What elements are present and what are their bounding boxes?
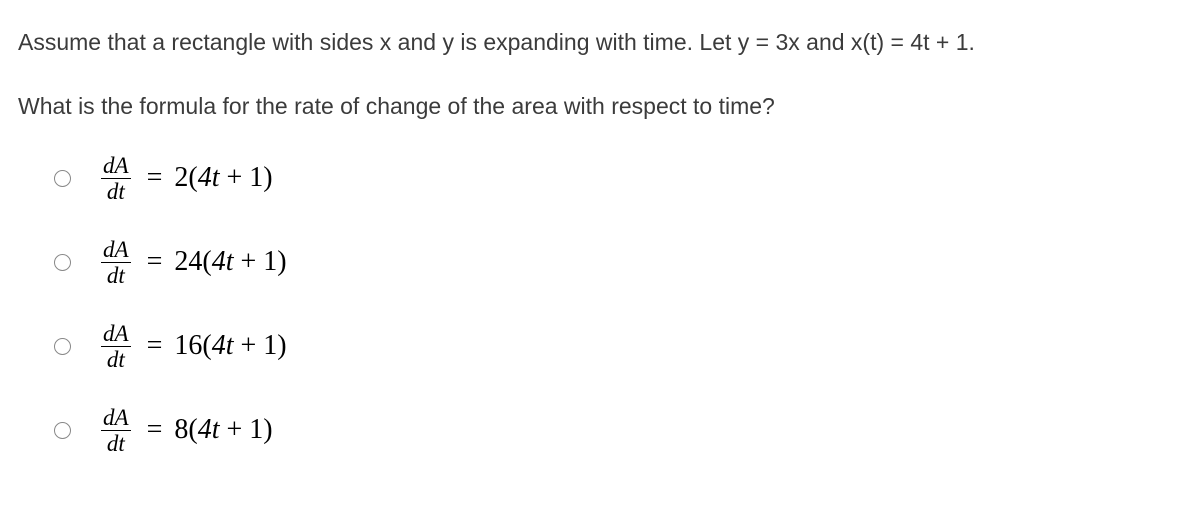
rhs: 24(4t + 1) — [174, 246, 286, 278]
radio-icon[interactable] — [54, 170, 71, 187]
option-2-formula: dA dt = 24(4t + 1) — [101, 238, 287, 287]
radio-icon[interactable] — [54, 338, 71, 355]
option-1-formula: dA dt = 2(4t + 1) — [101, 154, 273, 203]
rhs: 2(4t + 1) — [174, 162, 272, 194]
fraction-denominator: dt — [105, 179, 127, 203]
option-4[interactable]: dA dt = 8(4t + 1) — [54, 404, 1182, 456]
options-group: dA dt = 2(4t + 1) dA dt = 24(4t + 1) dA … — [18, 152, 1182, 456]
radio-icon[interactable] — [54, 422, 71, 439]
option-1[interactable]: dA dt = 2(4t + 1) — [54, 152, 1182, 204]
rhs: 16(4t + 1) — [174, 330, 286, 362]
option-3[interactable]: dA dt = 16(4t + 1) — [54, 320, 1182, 372]
fraction: dA dt — [101, 238, 131, 287]
option-2[interactable]: dA dt = 24(4t + 1) — [54, 236, 1182, 288]
rhs: 8(4t + 1) — [174, 414, 272, 446]
option-3-formula: dA dt = 16(4t + 1) — [101, 322, 287, 371]
equals: = — [147, 414, 163, 446]
question-text-line1: Assume that a rectangle with sides x and… — [18, 26, 1182, 58]
fraction: dA dt — [101, 322, 131, 371]
fraction-denominator: dt — [105, 431, 127, 455]
fraction-numerator: dA — [101, 154, 131, 179]
fraction-numerator: dA — [101, 406, 131, 431]
fraction: dA dt — [101, 406, 131, 455]
fraction: dA dt — [101, 154, 131, 203]
fraction-denominator: dt — [105, 263, 127, 287]
equals: = — [147, 246, 163, 278]
question-text-line2: What is the formula for the rate of chan… — [18, 90, 1182, 122]
fraction-numerator: dA — [101, 238, 131, 263]
equals: = — [147, 330, 163, 362]
radio-icon[interactable] — [54, 254, 71, 271]
equals: = — [147, 162, 163, 194]
option-4-formula: dA dt = 8(4t + 1) — [101, 406, 273, 455]
fraction-denominator: dt — [105, 347, 127, 371]
fraction-numerator: dA — [101, 322, 131, 347]
